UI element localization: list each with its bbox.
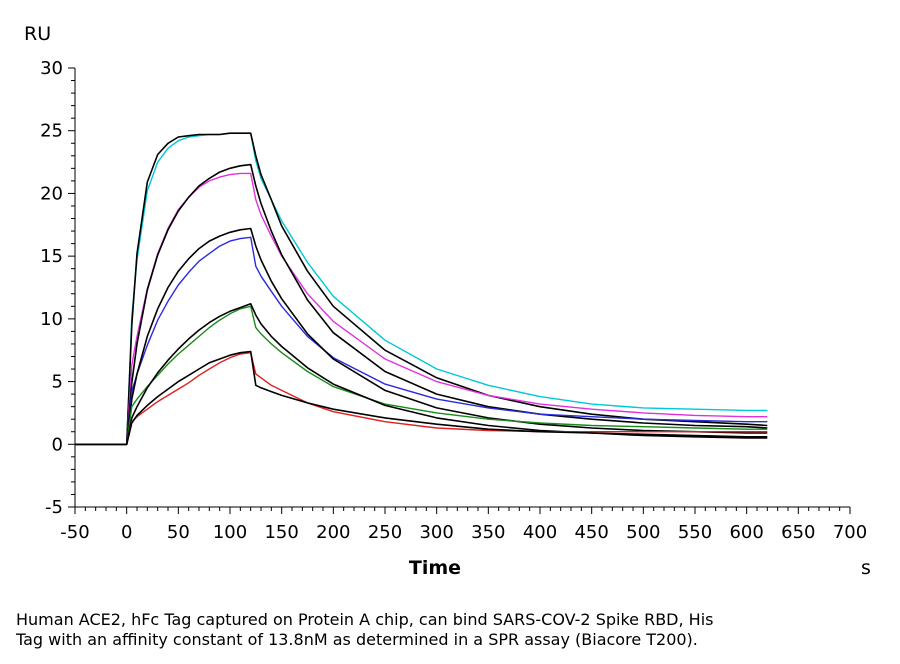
series-line-1 (75, 132, 768, 445)
x-axis-label: Time (409, 557, 461, 579)
x-tick-label: 300 (419, 522, 453, 543)
caption-line-2: Tag with an affinity constant of 13.8nM … (16, 630, 698, 649)
x-tick-label: 500 (626, 522, 660, 543)
x-tick-label: 400 (523, 522, 557, 543)
y-tick-label: 25 (40, 121, 63, 142)
series-line-10 (75, 350, 768, 446)
caption-line-1: Human ACE2, hFc Tag captured on Protein … (16, 610, 714, 629)
series-line-3 (75, 172, 768, 445)
x-tick-label: 450 (574, 522, 608, 543)
y-tick-label: 5 (52, 372, 63, 393)
x-axis-unit: s (861, 557, 871, 579)
y-tick-label: 30 (40, 58, 63, 79)
x-tick-label: 0 (121, 522, 132, 543)
y-tick-label: 0 (52, 434, 63, 455)
x-tick-label: 700 (833, 522, 867, 543)
x-tick-label: 150 (264, 522, 298, 543)
y-tick-label: 15 (40, 246, 63, 267)
y-axis-label: RU (24, 23, 51, 45)
figure-caption: Human ACE2, hFc Tag captured on Protein … (16, 610, 896, 650)
x-tick-label: 50 (167, 522, 190, 543)
series-line-7 (75, 305, 768, 445)
y-tick-label: 10 (40, 309, 63, 330)
series-line-2 (75, 132, 768, 446)
x-tick-label: 550 (678, 522, 712, 543)
y-tick-label: 20 (40, 183, 63, 204)
x-tick-label: 650 (781, 522, 815, 543)
x-tick-label: 100 (213, 522, 247, 543)
x-tick-label: -50 (60, 522, 89, 543)
series-line-8 (75, 303, 768, 446)
series-line-5 (75, 236, 768, 445)
x-tick-label: 250 (368, 522, 402, 543)
y-tick-label: -5 (45, 497, 63, 518)
x-tick-label: 350 (471, 522, 505, 543)
x-tick-label: 600 (729, 522, 763, 543)
series-line-6 (75, 227, 768, 446)
series-group (75, 132, 768, 446)
x-tick-label: 200 (316, 522, 350, 543)
